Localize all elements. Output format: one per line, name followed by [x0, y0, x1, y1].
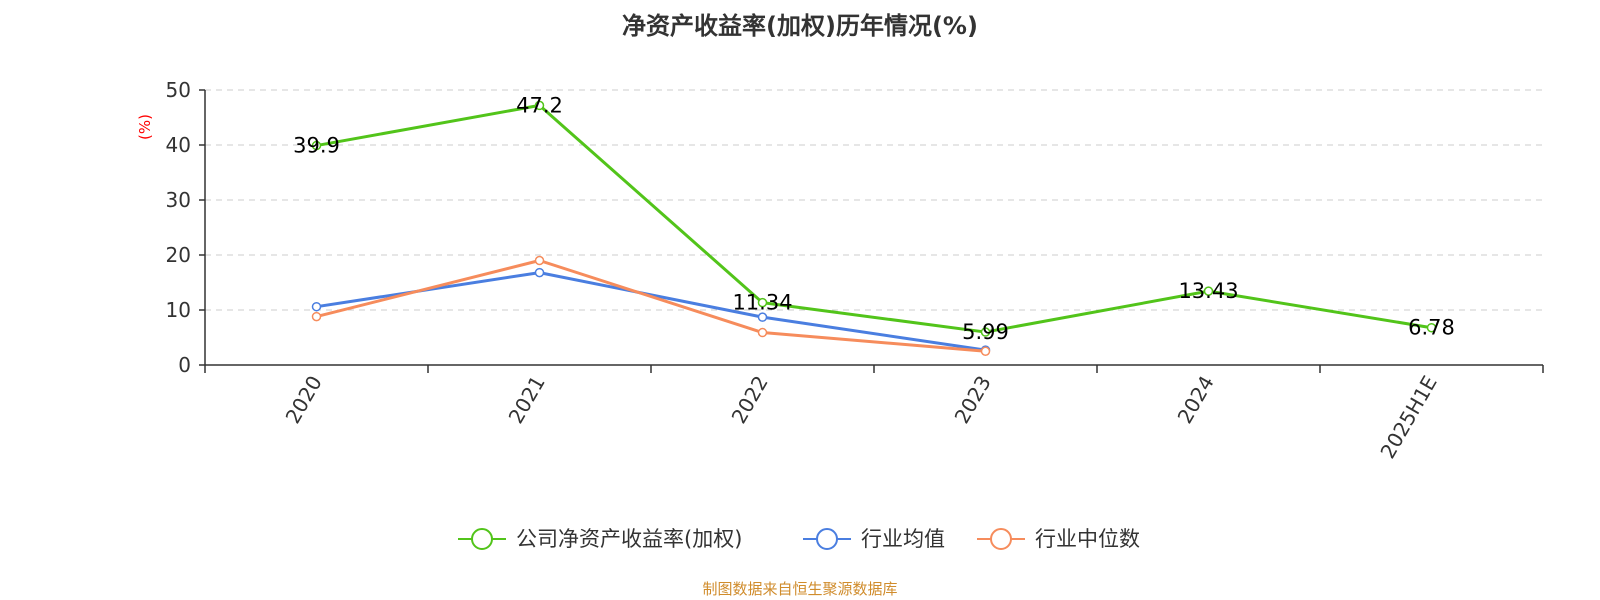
x-tick-label: 2020 — [281, 372, 327, 428]
legend[interactable]: 公司净资产收益率(加权) 行业均值 行业中位数 — [458, 527, 1140, 551]
x-tick-label: 2022 — [727, 372, 773, 428]
y-tick-label: 50 — [166, 78, 191, 102]
series-line — [316, 271, 986, 352]
data-point — [311, 311, 322, 322]
y-tick-label: 10 — [166, 298, 191, 322]
data-point — [1203, 286, 1214, 296]
y-tick-label: 0 — [178, 353, 191, 377]
data-labels: 39.9 47.2 11.34 5.99 13.43 6.78 — [293, 93, 1455, 344]
series-2 — [311, 255, 991, 356]
x-tick-label: 2024 — [1173, 372, 1219, 428]
data-point — [534, 255, 545, 266]
x-tick-label: 2021 — [504, 372, 550, 428]
y-tick-label: 30 — [166, 188, 191, 212]
data-label: 47.2 — [516, 93, 563, 117]
data-label: 5.99 — [962, 320, 1009, 344]
legend-label: 行业均值 — [861, 527, 945, 551]
data-point — [757, 297, 768, 308]
series-line — [316, 103, 1432, 334]
data-point — [980, 327, 991, 337]
series-line — [316, 259, 986, 353]
legend-label: 公司净资产收益率(加权) — [516, 527, 742, 551]
chart-title: 净资产收益率(加权)历年情况(%) — [622, 12, 978, 40]
source-note: 制图数据来自恒生聚源数据库 — [702, 580, 897, 598]
data-point — [757, 312, 768, 322]
series-lines — [311, 100, 1437, 356]
series-0 — [311, 100, 1437, 337]
y-tick-label: 40 — [166, 133, 191, 157]
y-axis-unit-label: (%) — [136, 114, 154, 140]
legend-marker-icon — [816, 528, 838, 550]
x-tick-label: 2023 — [950, 372, 996, 428]
series-1 — [311, 267, 991, 355]
data-label: 13.43 — [1178, 279, 1238, 303]
grid-lines — [205, 89, 1543, 311]
legend-item[interactable]: 公司净资产收益率(加权) — [458, 527, 742, 551]
legend-marker-icon — [990, 528, 1012, 550]
data-label: 11.34 — [732, 291, 792, 315]
data-point — [1426, 322, 1437, 333]
y-tick-label: 20 — [166, 243, 191, 267]
data-point — [980, 346, 991, 356]
legend-item[interactable]: 行业中位数 — [977, 527, 1140, 551]
data-point — [311, 301, 322, 312]
data-point — [534, 267, 545, 278]
legend-item[interactable]: 行业均值 — [803, 527, 945, 551]
legend-marker-icon — [471, 528, 493, 550]
data-label: 6.78 — [1408, 316, 1455, 340]
data-point — [311, 140, 322, 151]
data-point — [534, 100, 545, 111]
data-point — [757, 327, 768, 338]
x-tick-label: 2025H1E — [1375, 372, 1441, 463]
legend-label: 行业中位数 — [1035, 527, 1140, 551]
data-label: 39.9 — [293, 134, 340, 158]
